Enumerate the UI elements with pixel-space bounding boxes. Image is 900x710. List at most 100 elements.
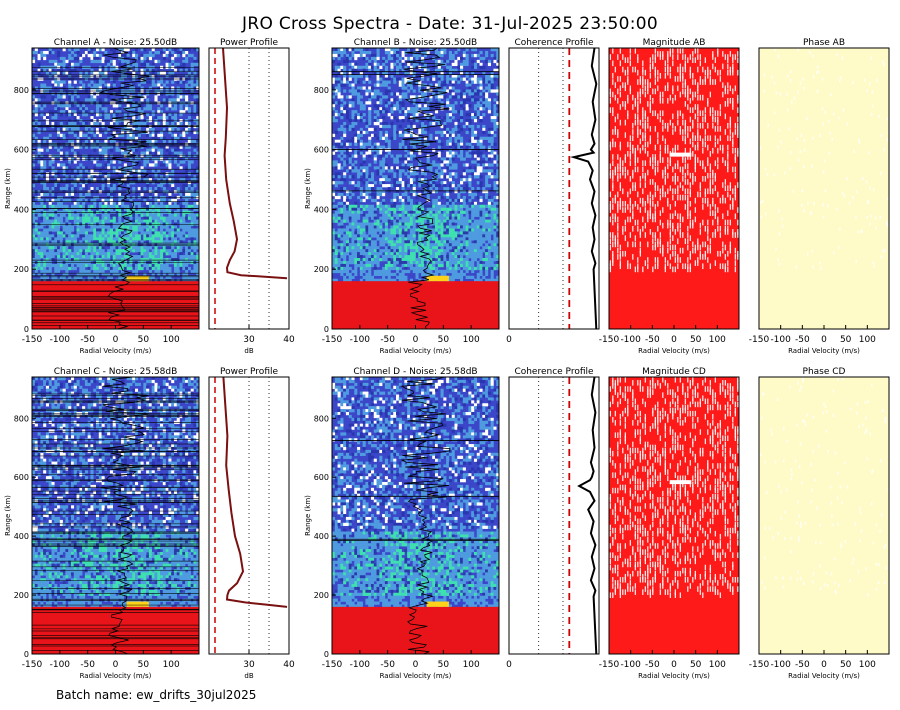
spectra-cell [132,240,136,244]
spectra-cell [123,178,127,182]
spectra-cell [37,240,41,244]
spectra-cell [154,225,158,229]
spectra-cell [65,110,69,114]
spectra-cell [365,181,369,185]
spectra-cell [62,59,66,64]
spectra-cell [40,266,44,271]
spectra-cell [84,110,88,114]
spectra-cell [354,53,358,58]
spectra-cell [376,151,380,155]
spectra-cell [471,133,475,138]
spectra-cell [123,68,127,72]
spectra-cell [348,195,352,200]
spectra-cell [162,56,166,61]
spectra-cell [68,110,72,114]
spectra-cell [123,154,127,158]
spectra-cell [465,113,469,117]
spectra-cell [40,83,44,87]
spectra-cell [173,62,178,67]
spectra-cell [421,118,425,123]
spectra-cell [437,154,441,158]
spectra-cell [87,219,91,223]
spectra-cell [493,116,497,120]
spectra-cell [412,50,416,55]
spectra-cell [37,151,41,155]
spectra-cell [343,142,347,146]
spectra-cell [54,204,58,209]
spectra-cell [418,222,422,226]
spectra-cell [415,213,419,217]
spectra-cell [79,266,83,271]
spectra-cell [412,71,416,75]
spectra-cell [82,83,86,87]
spectra-cell [404,228,408,232]
spectra-cell [87,258,91,262]
spectra-cell [340,65,344,70]
spectra-cell [34,136,38,140]
spectra-cell [448,178,452,182]
spectra-cell [54,237,58,241]
spectra-cell [334,110,338,114]
spectra-cell [37,207,41,211]
spectra-cell [334,139,338,143]
spectra-cell [137,178,141,182]
spectra-cell [487,210,491,214]
spectra-cell [84,192,88,197]
spectra-cell [45,136,49,140]
spectra-cell [451,53,455,58]
spectra-cell [373,53,377,58]
spectra-cell [345,219,349,223]
spectra-cell [490,225,494,229]
spectra-cell [448,113,452,117]
spectra-cell [79,258,83,262]
spectra-cell [440,95,444,99]
spectra-cell [126,252,130,256]
spectra-cell [118,237,122,241]
spectra-cell [154,83,158,87]
spectra-cell [348,148,352,152]
spectra-cell [65,107,69,111]
spectra-cell [407,62,411,67]
spectra-cell [476,104,480,108]
spectra-cell [176,204,180,209]
spectra-cell [446,213,450,217]
spectra-cell [373,213,377,217]
spectra-cell [62,263,66,268]
spectra-cell [190,278,194,282]
spectra-cell [140,145,144,149]
x-tick-label: 0 [113,335,119,345]
spectra-cell [487,83,491,87]
spectra-cell [423,92,427,96]
spectra-cell [107,204,111,209]
spectra-cell [73,258,77,262]
spectra-cell [334,204,338,209]
spectra-cell [168,160,172,164]
spectra-cell [143,157,147,161]
spectra-cell [101,187,105,191]
spectra-cell [160,278,164,282]
spectra-cell [370,148,375,152]
spectra-cell [429,83,433,87]
spectra-cell [87,50,91,55]
spectra-cell [101,219,105,223]
spectra-cell [165,269,169,274]
spectra-cell [123,213,127,217]
spectra-cell [176,216,180,220]
spectra-cell [384,92,388,96]
spectra-cell [496,157,500,161]
spectra-cell [160,228,164,232]
spectra-cell [473,210,478,214]
spectra-cell [107,252,111,256]
spectra-cell [118,216,122,220]
spectra-cell [462,98,466,102]
spectra-cell [471,201,475,206]
spectra-cell [451,127,455,132]
spectra-cell [376,71,380,75]
spectra-cell [68,71,72,75]
spectra-cell [429,184,433,188]
spectra-cell [462,189,466,194]
spectra-cell [87,130,91,135]
spectra-cell [476,175,480,179]
spectra-cell [496,195,500,200]
spectra-cell [73,48,77,52]
